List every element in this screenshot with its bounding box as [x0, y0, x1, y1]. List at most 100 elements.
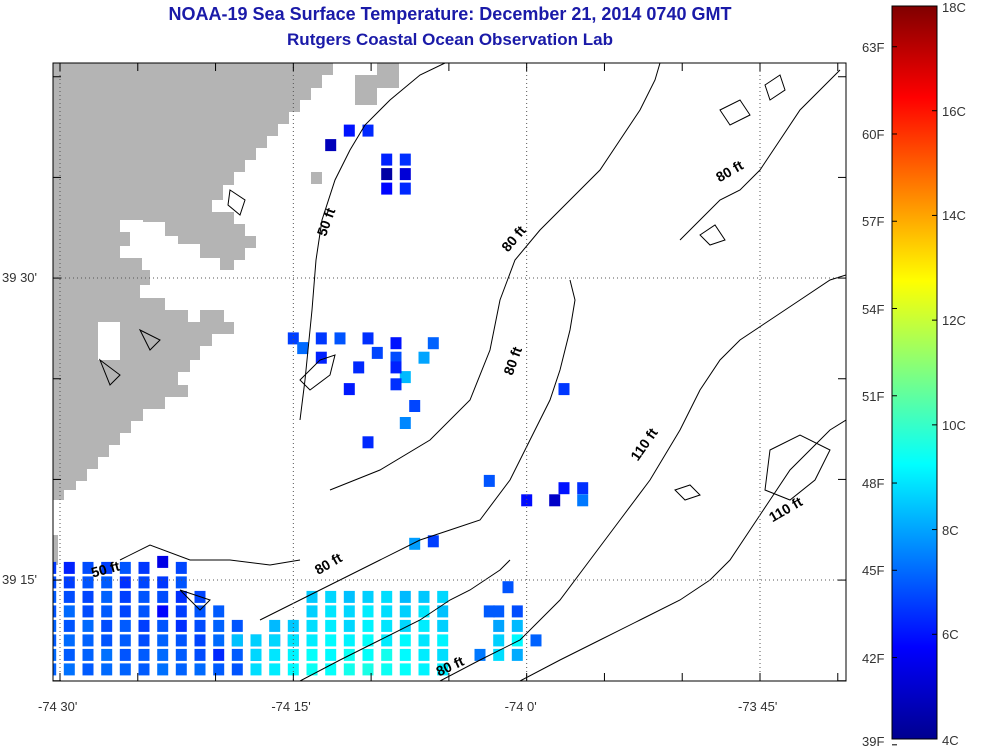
contour-50ft — [299, 63, 446, 421]
sst-pixel — [483, 474, 495, 487]
sst-pixel — [381, 648, 393, 661]
sst-pixel — [175, 648, 187, 661]
sst-pixel — [502, 581, 514, 594]
sst-pixels — [53, 124, 589, 676]
contour-island — [764, 434, 831, 501]
sst-pixel — [437, 663, 449, 676]
sst-pixel — [194, 619, 206, 632]
sst-pixel — [493, 619, 505, 632]
sst-pixel — [82, 576, 94, 589]
sst-pixel — [101, 634, 113, 647]
sst-pixel — [399, 371, 411, 384]
sst-pixel — [287, 648, 299, 661]
sst-pixel — [418, 605, 430, 618]
sst-pixel — [306, 619, 318, 632]
sst-pixel — [53, 561, 57, 574]
sst-pixel — [390, 361, 402, 374]
sst-pixel — [53, 576, 57, 589]
sst-pixel — [119, 634, 131, 647]
sst-pixel — [399, 417, 411, 429]
sst-pixel — [409, 400, 421, 412]
sst-pixel — [577, 494, 589, 507]
sst-pixel — [437, 605, 449, 618]
sst-pixel — [418, 648, 430, 661]
sst-pixel — [53, 590, 57, 603]
sst-pixel — [558, 482, 570, 495]
sst-pixel — [530, 634, 542, 647]
contour-island — [719, 99, 751, 126]
sst-pixel — [399, 590, 411, 603]
sst-pixel — [399, 663, 411, 676]
colorbar-celsius-label: 6C — [942, 627, 959, 643]
sst-pixel — [82, 648, 94, 661]
sst-pixel — [63, 576, 75, 589]
contour-island — [764, 74, 786, 101]
sst-pixel — [343, 590, 355, 603]
sst-pixel — [325, 590, 337, 603]
sst-pixel — [138, 590, 150, 603]
sst-pixel — [101, 648, 113, 661]
sst-pixel — [82, 561, 94, 574]
sst-pixel — [82, 663, 94, 676]
colorbar-celsius-label: 8C — [942, 522, 959, 538]
depth-label: 80 ft — [312, 549, 345, 577]
contour-80ft — [329, 63, 661, 491]
sst-pixel — [175, 561, 187, 574]
sst-pixel — [315, 351, 327, 364]
sst-pixel — [437, 634, 449, 647]
sst-pixel — [325, 634, 337, 647]
sst-pixel — [362, 605, 374, 618]
sst-pixel — [418, 590, 430, 603]
sst-pixel — [325, 648, 337, 661]
sst-pixel — [138, 663, 150, 676]
sst-pixel — [175, 619, 187, 632]
colorbar-celsius-label: 18C — [942, 0, 966, 15]
contour-island — [299, 354, 336, 391]
sst-pixel — [381, 619, 393, 632]
sst-pixel — [306, 634, 318, 647]
sst-pixel — [287, 663, 299, 676]
sst-pixel — [213, 634, 225, 647]
sst-pixel — [63, 634, 75, 647]
sst-pixel — [399, 634, 411, 647]
sst-pixel — [119, 605, 131, 618]
map-frame — [52, 62, 847, 682]
contour-80ft-b — [259, 279, 576, 621]
sst-pixel — [315, 332, 327, 345]
sst-pixel — [250, 648, 262, 661]
colorbar-celsius-label: 4C — [942, 733, 959, 748]
sst-pixel — [325, 139, 337, 152]
sst-pixel — [427, 535, 439, 548]
depth-label: 50 ft — [89, 558, 121, 581]
contour-island — [699, 224, 726, 246]
sst-pixel — [269, 663, 281, 676]
contour-small — [98, 358, 121, 386]
sst-pixel — [138, 576, 150, 589]
sst-pixel — [343, 124, 355, 137]
land-patch — [355, 75, 377, 105]
sst-pixel — [157, 555, 169, 568]
sst-pixel — [269, 619, 281, 632]
sst-pixel — [399, 153, 411, 166]
depth-label: 80 ft — [713, 157, 746, 185]
sst-pixel — [101, 561, 113, 574]
sst-pixel — [381, 605, 393, 618]
sst-pixel — [53, 619, 57, 632]
sst-pixel — [371, 346, 383, 359]
sst-pixel — [399, 605, 411, 618]
sst-pixel — [399, 648, 411, 661]
colorbar-celsius-label: 14C — [942, 208, 966, 224]
sst-pixel — [82, 634, 94, 647]
sst-pixel — [493, 634, 505, 647]
contour-50ft-b — [119, 544, 301, 566]
colorbar-ticks — [892, 5, 937, 746]
colorbar-fahrenheit-label: 63F — [862, 39, 885, 55]
lat-tick-label: 39 30' — [2, 270, 38, 285]
colorbar-fahrenheit-label: 57F — [862, 214, 885, 230]
sst-pixel — [474, 648, 486, 661]
sst-pixel — [390, 378, 402, 391]
axis-ticks — [53, 63, 846, 682]
colorbar-fahrenheit-label: 60F — [862, 126, 885, 142]
sst-pixel — [157, 619, 169, 632]
